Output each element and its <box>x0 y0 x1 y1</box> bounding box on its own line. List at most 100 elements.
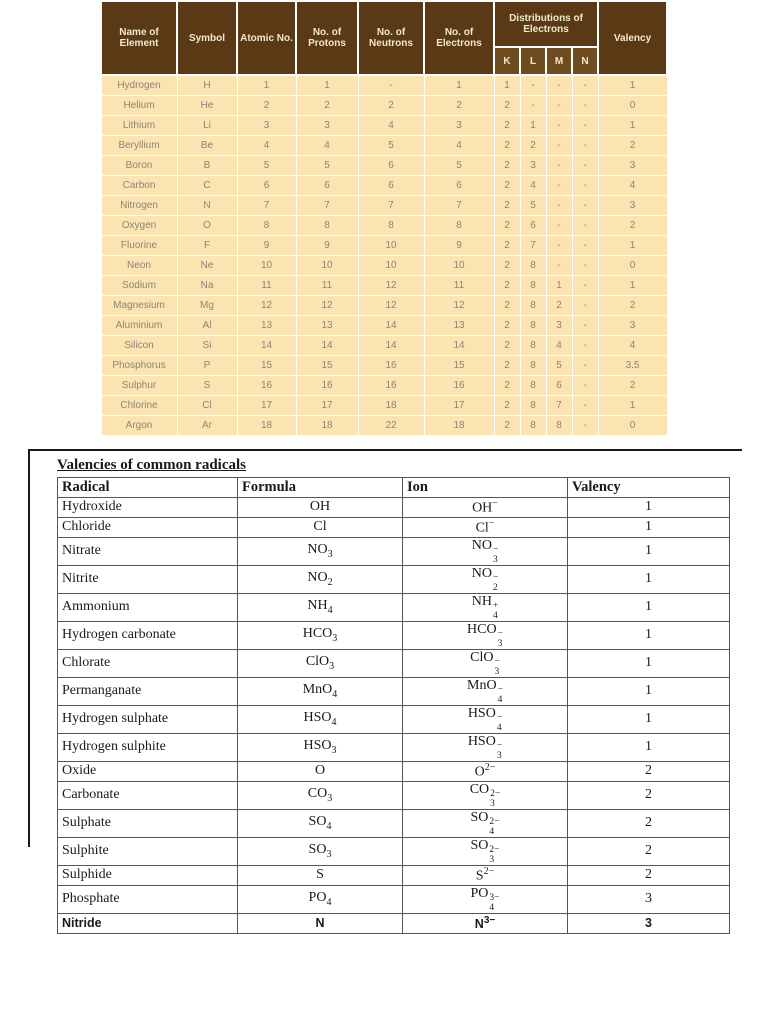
element-row: Nitrogen N 7 7 7 7 2 5- -3 <box>100 195 668 216</box>
element-cell: 18 <box>236 415 297 436</box>
ion-cell: O2− <box>402 761 568 782</box>
element-cell: Boron <box>100 155 178 176</box>
element-cell: 12 <box>236 295 297 316</box>
element-row: Argon Ar 18 18 22 18 2 8 8-0 <box>100 415 668 436</box>
ion-cell: HSO −4 <box>402 705 568 734</box>
ion-cell: CO 2− 3 <box>402 781 568 810</box>
element-cell: 1 <box>597 74 668 96</box>
element-cell: Phosphorus <box>100 355 178 376</box>
element-cell: - <box>545 235 573 256</box>
header-atomic-no: Atomic No. <box>236 0 297 76</box>
element-cell: 6 <box>519 215 547 236</box>
radical-row: Sulphate SO4 SO 2− 4 2 <box>57 809 730 838</box>
valency-cell: 1 <box>567 517 730 538</box>
valency-cell: 1 <box>567 705 730 734</box>
element-cell: 2 <box>493 375 521 396</box>
ion-cell: MnO −4 <box>402 677 568 706</box>
radical-name-cell: Permanganate <box>57 677 238 706</box>
header-formula: Formula <box>237 477 403 498</box>
radical-row: Hydrogen sulphate HSO4 HSO −4 1 <box>57 705 730 734</box>
element-cell: 13 <box>236 315 297 336</box>
element-cell: 6 <box>295 175 359 196</box>
element-cell: 1 <box>493 74 521 96</box>
element-cell: 2 <box>493 235 521 256</box>
radical-row: Hydrogen sulphite HSO3 HSO −3 1 <box>57 733 730 762</box>
radical-row: Ammonium NH4 NH +4 1 <box>57 593 730 622</box>
ion-cell: S2− <box>402 865 568 886</box>
formula-cell: HCO3 <box>237 621 403 650</box>
element-cell: - <box>545 74 573 96</box>
element-cell: 1 <box>236 74 297 96</box>
element-cell: - <box>545 215 573 236</box>
radical-row: Sulphide S S2− 2 <box>57 865 730 886</box>
element-row: Hydrogen H 1 1-1 1- - -1 <box>100 74 668 96</box>
element-cell: 4 <box>423 135 495 156</box>
element-cell: 17 <box>236 395 297 416</box>
element-cell: - <box>571 355 599 376</box>
element-cell: 6 <box>357 155 425 176</box>
element-cell: 2 <box>493 155 521 176</box>
element-cell: 3 <box>597 195 668 216</box>
element-row: Phosphorus P 15 15 16 15 2 8 5-3.5 <box>100 355 668 376</box>
element-cell: - <box>571 375 599 396</box>
valency-cell: 2 <box>567 809 730 838</box>
element-cell: 8 <box>295 215 359 236</box>
element-cell: Ne <box>176 255 238 276</box>
element-cell: - <box>545 95 573 116</box>
element-cell: - <box>545 115 573 136</box>
radical-name-cell: Nitrate <box>57 537 238 566</box>
element-cell: 16 <box>357 355 425 376</box>
radical-row: Chlorate ClO3 ClO −3 1 <box>57 649 730 678</box>
element-cell: 5 <box>357 135 425 156</box>
radical-row: Hydrogen carbonate HCO3 HCO −3 1 <box>57 621 730 650</box>
formula-cell: MnO4 <box>237 677 403 706</box>
element-cell: 7 <box>236 195 297 216</box>
header-protons: No. of Protons <box>295 0 359 76</box>
element-cell: 8 <box>519 295 547 316</box>
element-cell: 11 <box>236 275 297 296</box>
element-cell: Fluorine <box>100 235 178 256</box>
element-cell: 4 <box>236 135 297 156</box>
element-cell: 14 <box>357 335 425 356</box>
header-neutrons: No. of Neutrons <box>357 0 425 76</box>
radical-row: Sulphite SO3 SO 2− 3 2 <box>57 837 730 866</box>
element-cell: 0 <box>597 95 668 116</box>
header-shell-m: M <box>545 46 573 76</box>
element-cell: 11 <box>423 275 495 296</box>
element-cell: 12 <box>357 275 425 296</box>
formula-cell: O <box>237 761 403 782</box>
formula-cell: NO2 <box>237 565 403 594</box>
radical-name-cell: Hydrogen carbonate <box>57 621 238 650</box>
element-cell: Lithium <box>100 115 178 136</box>
element-cell: 4 <box>357 115 425 136</box>
element-cell: 3 <box>295 115 359 136</box>
element-row: Aluminium Al 13 13 14 13 2 8 3-3 <box>100 315 668 336</box>
element-cell: 8 <box>519 395 547 416</box>
elements-table-head: Name of Element Symbol Atomic No. No. of… <box>100 0 669 76</box>
element-cell: 8 <box>519 355 547 376</box>
radicals-table-body: Hydroxide OH OH− 1 Chloride Cl Cl− 1 Nitrate NO3 N… <box>57 497 730 934</box>
element-cell: 2 <box>493 335 521 356</box>
radical-row: Nitrite NO2 NO −2 1 <box>57 565 730 594</box>
element-cell: - <box>571 255 599 276</box>
element-cell: 10 <box>236 255 297 276</box>
element-cell: 5 <box>519 195 547 216</box>
element-cell: 2 <box>493 175 521 196</box>
element-cell: 2 <box>493 395 521 416</box>
element-cell: 2 <box>493 415 521 436</box>
formula-cell: HSO3 <box>237 733 403 762</box>
radical-name-cell: Carbonate <box>57 781 238 810</box>
formula-cell: PO4 <box>237 885 403 914</box>
element-cell: 2 <box>493 255 521 276</box>
element-row: Silicon Si 14 14 14 14 2 8 4-4 <box>100 335 668 356</box>
element-cell: Nitrogen <box>100 195 178 216</box>
element-cell: 17 <box>423 395 495 416</box>
ion-cell: NH +4 <box>402 593 568 622</box>
header-valency: Valency <box>597 0 669 76</box>
element-cell: 22 <box>357 415 425 436</box>
header-symbol: Symbol <box>176 0 238 76</box>
element-cell: 17 <box>295 395 359 416</box>
element-cell: Argon <box>100 415 178 436</box>
element-cell: 18 <box>295 415 359 436</box>
element-cell: Mg <box>176 295 238 316</box>
